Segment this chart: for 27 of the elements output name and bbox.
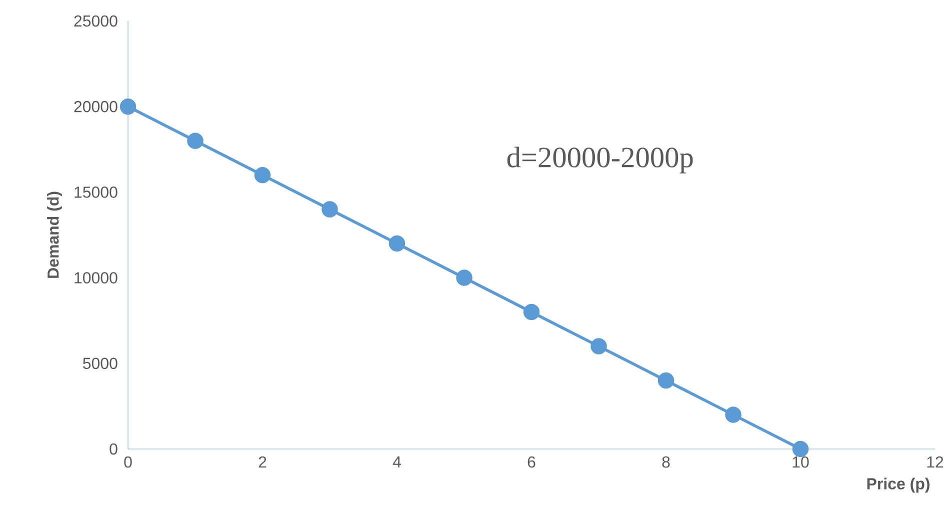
y-tick-label: 20000 [74, 100, 118, 112]
x-tick-label: 0 [124, 456, 132, 468]
x-tick-label: 8 [662, 456, 670, 468]
point [725, 406, 742, 423]
point [254, 166, 271, 184]
y-tick-label: 25000 [74, 15, 118, 27]
point [456, 270, 472, 286]
y-tick-label: 10000 [74, 272, 118, 284]
point [120, 98, 136, 115]
y-axis-title: Demand (d) [47, 192, 62, 278]
point [322, 201, 338, 218]
x-tick-label: 12 [927, 456, 944, 468]
x-axis-title: Price (p) [867, 478, 930, 493]
x-tick-label: 2 [258, 456, 266, 468]
point [388, 235, 406, 252]
annotation: d=20000-2000p [507, 146, 693, 174]
y-tick-label: 15000 [74, 186, 118, 198]
y-tick-label: 5000 [83, 358, 118, 370]
x-tick-label: 6 [528, 456, 536, 468]
point [658, 372, 674, 389]
point [792, 440, 809, 458]
point [187, 132, 204, 149]
x-tick-label: 10 [792, 456, 809, 468]
point [523, 304, 540, 320]
x-tick-label: 4 [392, 456, 401, 468]
point [590, 338, 607, 354]
y-tick-label: 0 [110, 443, 118, 455]
